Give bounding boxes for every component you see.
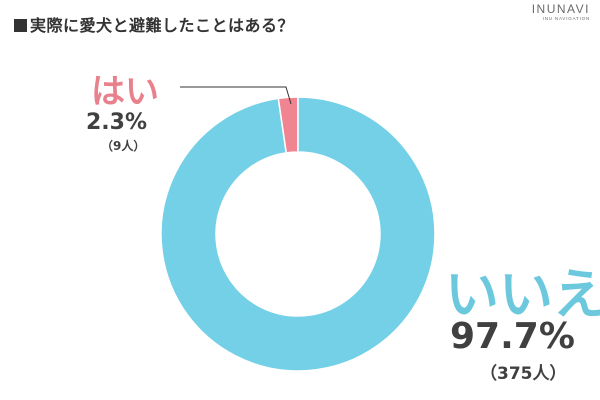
slice-percent-no: 97.7% — [450, 316, 575, 357]
slice-label-no: いいえ — [445, 263, 600, 326]
logo-main-text: INUNAVI — [531, 2, 590, 16]
slice-count-no: （375人） — [480, 364, 567, 384]
donut-slice-no — [160, 96, 436, 372]
title-square-icon — [14, 19, 27, 32]
chart-title: 実際に愛犬と避難したことはある？ — [14, 12, 294, 36]
slice-percent-yes: 2.3% — [86, 110, 148, 135]
brand-logo: INUNAVI INU NAVIGATION — [532, 3, 590, 22]
slice-label-yes: はい — [91, 72, 159, 112]
chart-title-text: 実際に愛犬と避難したことはある？ — [30, 16, 295, 35]
slice-count-yes: （9人） — [101, 139, 146, 153]
logo-sub-text: INU NAVIGATION — [542, 16, 590, 21]
leader-line-yes — [180, 86, 292, 105]
